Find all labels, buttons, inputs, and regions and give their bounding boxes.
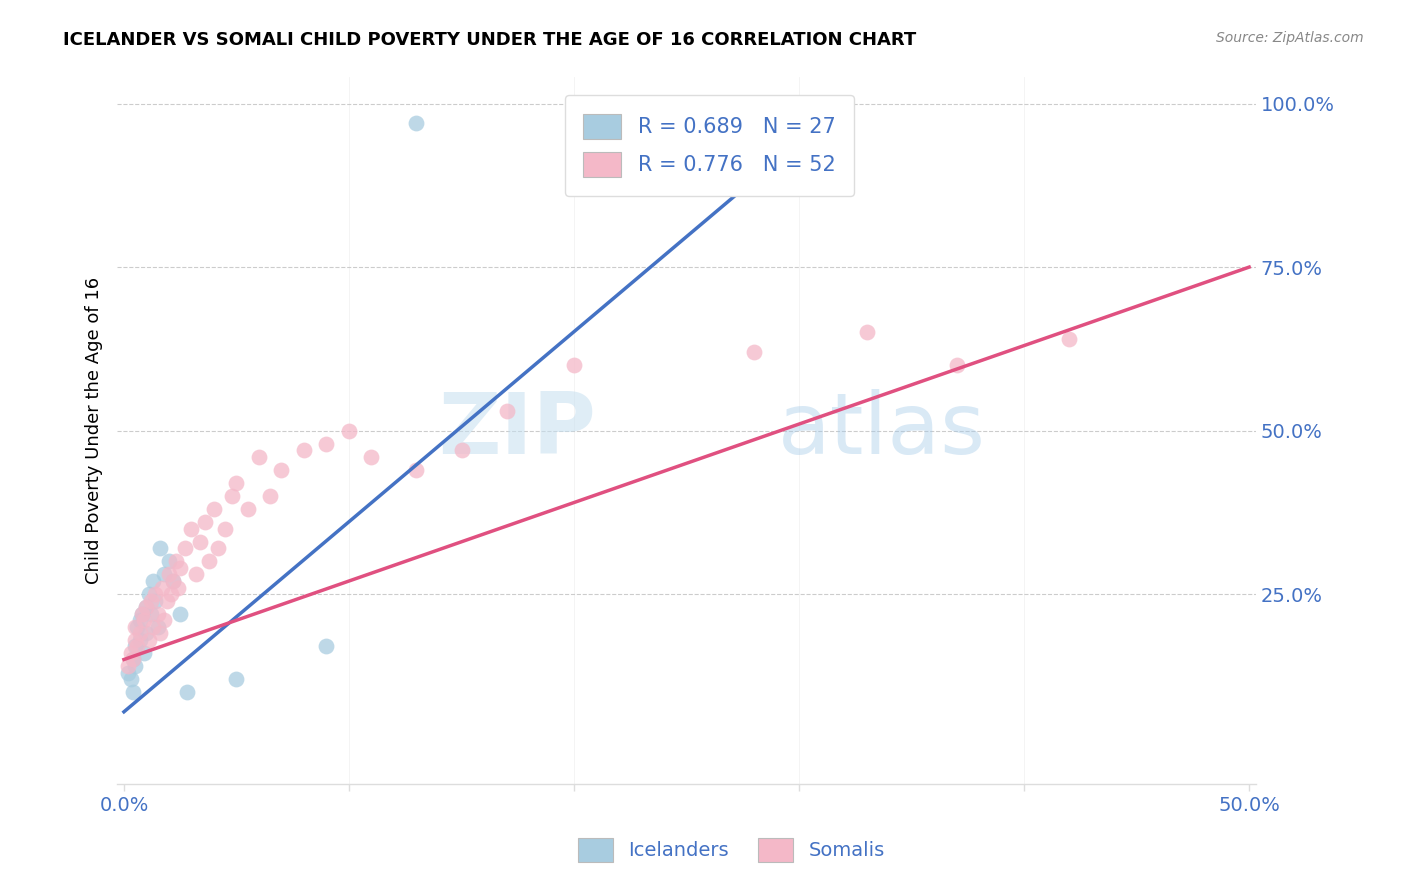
Point — [742, 345, 765, 359]
Point — [153, 613, 176, 627]
Point — [131, 607, 153, 621]
Text: ICELANDER VS SOMALI CHILD POVERTY UNDER THE AGE OF 16 CORRELATION CHART: ICELANDER VS SOMALI CHILD POVERTY UNDER … — [63, 31, 917, 49]
Point — [315, 436, 337, 450]
Point — [495, 404, 517, 418]
Point — [176, 685, 198, 699]
Point — [225, 475, 247, 490]
Point — [562, 358, 585, 372]
Point — [128, 626, 150, 640]
Point — [450, 443, 472, 458]
Point — [139, 593, 162, 607]
Point — [124, 632, 146, 647]
Point — [124, 640, 146, 654]
Point — [122, 685, 145, 699]
Point — [124, 659, 146, 673]
Y-axis label: Child Poverty Under the Age of 16: Child Poverty Under the Age of 16 — [86, 277, 103, 584]
Point — [124, 620, 146, 634]
Point — [198, 554, 221, 568]
Point — [405, 463, 427, 477]
Point — [131, 607, 153, 621]
Point — [221, 489, 243, 503]
Point — [225, 672, 247, 686]
Point — [122, 652, 145, 666]
Point — [117, 659, 139, 673]
Point — [214, 522, 236, 536]
Point — [167, 581, 190, 595]
Point — [127, 640, 149, 654]
Point — [128, 613, 150, 627]
Point — [150, 581, 173, 595]
Point — [120, 646, 142, 660]
Point — [169, 561, 191, 575]
Point — [945, 358, 967, 372]
Point — [162, 574, 184, 588]
Point — [142, 620, 165, 634]
Point — [146, 607, 169, 621]
Point — [122, 652, 145, 666]
Point — [173, 541, 195, 556]
Point — [135, 626, 157, 640]
Point — [157, 554, 180, 568]
Point — [207, 541, 229, 556]
Point — [180, 522, 202, 536]
Point — [247, 450, 270, 464]
Point — [145, 593, 167, 607]
Point — [190, 534, 212, 549]
Point — [360, 450, 382, 464]
Point — [138, 632, 160, 647]
Legend: R = 0.689   N = 27, R = 0.776   N = 52: R = 0.689 N = 27, R = 0.776 N = 52 — [565, 95, 853, 195]
Point — [153, 567, 176, 582]
Point — [1057, 332, 1080, 346]
Point — [128, 632, 150, 647]
Point — [236, 502, 259, 516]
Point — [145, 587, 167, 601]
Point — [142, 574, 165, 588]
Point — [146, 620, 169, 634]
Text: atlas: atlas — [778, 389, 986, 472]
Point — [117, 665, 139, 680]
Point — [405, 116, 427, 130]
Legend: Icelanders, Somalis: Icelanders, Somalis — [568, 829, 894, 871]
Point — [315, 640, 337, 654]
Point — [135, 600, 157, 615]
Point — [184, 567, 207, 582]
Point — [160, 587, 183, 601]
Point — [162, 574, 184, 588]
Point — [337, 424, 360, 438]
Point — [134, 646, 156, 660]
Point — [127, 620, 149, 634]
Point — [120, 672, 142, 686]
Point — [139, 607, 162, 621]
Point — [194, 515, 217, 529]
Point — [135, 600, 157, 615]
Point — [259, 489, 281, 503]
Point — [156, 593, 179, 607]
Text: ZIP: ZIP — [437, 389, 596, 472]
Point — [855, 326, 877, 340]
Point — [149, 541, 172, 556]
Point — [292, 443, 315, 458]
Point — [149, 626, 172, 640]
Point — [202, 502, 225, 516]
Point — [138, 587, 160, 601]
Point — [134, 613, 156, 627]
Point — [157, 567, 180, 582]
Point — [165, 554, 187, 568]
Text: Source: ZipAtlas.com: Source: ZipAtlas.com — [1216, 31, 1364, 45]
Point — [169, 607, 191, 621]
Point — [270, 463, 292, 477]
